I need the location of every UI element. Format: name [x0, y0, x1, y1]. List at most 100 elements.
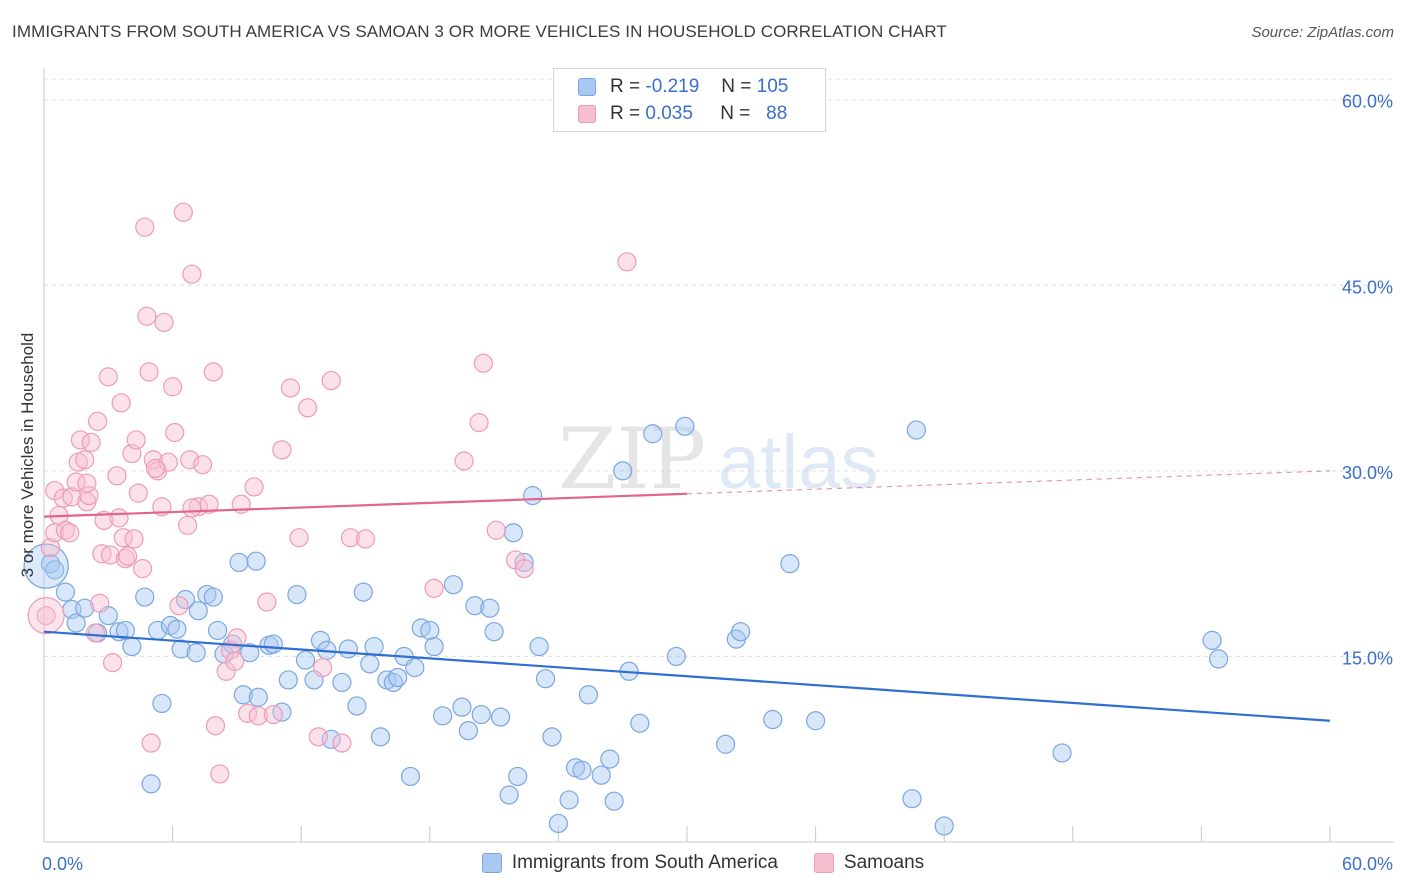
data-point-samoans: [87, 411, 108, 431]
data-point-south-america: [906, 420, 926, 440]
data-point-south-america: [559, 790, 579, 810]
r-value-pink: 0.035: [645, 103, 693, 124]
watermark-atlas: atlas: [718, 420, 879, 505]
data-point-south-america: [458, 721, 478, 741]
r-value-blue: -0.219: [645, 76, 700, 97]
data-point-samoans: [139, 362, 159, 382]
data-point-south-america: [934, 816, 954, 836]
data-point-south-america: [287, 584, 307, 605]
data-point-samoans: [79, 486, 99, 506]
data-point-south-america: [246, 551, 266, 571]
data-point-samoans: [94, 510, 114, 530]
data-point-south-america: [141, 774, 161, 794]
data-point-south-america: [535, 669, 556, 689]
data-point-south-america: [591, 765, 611, 785]
data-point-south-america: [66, 613, 86, 633]
data-point-samoans: [308, 727, 328, 747]
data-point-south-america: [484, 622, 504, 642]
data-point-south-america: [666, 646, 686, 667]
data-point-south-america: [715, 734, 736, 754]
data-point-samoans: [486, 520, 506, 540]
legend-row-pink: R = 0.035 N = 88: [578, 102, 787, 126]
data-point-samoans: [514, 559, 534, 579]
data-point-south-america: [578, 685, 599, 705]
data-point-south-america: [295, 650, 316, 670]
data-point-south-america: [248, 687, 268, 707]
data-point-south-america: [548, 813, 569, 834]
data-point-south-america: [780, 554, 800, 574]
data-point-samoans: [203, 362, 223, 382]
data-point-samoans: [100, 545, 121, 565]
r-label: R =: [610, 103, 641, 124]
legend-item-south-america[interactable]: Immigrants from South America: [481, 852, 778, 874]
data-point-south-america: [208, 620, 228, 641]
y-tick-label: 60.0%: [1342, 92, 1393, 112]
data-point-south-america: [400, 766, 421, 787]
series-samoans: [27, 202, 637, 784]
legend-swatch-pink: [578, 105, 596, 123]
data-point-south-america: [503, 523, 523, 543]
y-tick-label: 15.0%: [1342, 648, 1393, 668]
data-point-south-america: [45, 560, 65, 580]
data-point-south-america: [188, 601, 208, 621]
data-point-south-america: [604, 791, 624, 811]
data-point-samoans: [137, 306, 157, 326]
legend-row-blue: R = -0.219 N = 105: [578, 75, 788, 99]
data-point-samoans: [145, 458, 166, 478]
watermark: ZIP atlas: [558, 410, 879, 508]
data-point-samoans: [289, 528, 309, 548]
data-point-south-america: [805, 711, 826, 731]
data-point-south-america: [233, 685, 253, 705]
data-point-samoans: [182, 264, 202, 284]
data-point-south-america: [630, 713, 650, 733]
data-point-south-america: [388, 667, 408, 688]
data-point-samoans: [135, 217, 155, 237]
data-point-samoans: [227, 628, 247, 648]
data-point-south-america: [152, 693, 172, 714]
data-point-samoans: [173, 202, 193, 222]
legend-label-south-america: Immigrants from South America: [511, 852, 778, 873]
data-point-samoans: [617, 252, 637, 272]
data-point-south-america: [310, 630, 331, 650]
data-point-south-america: [203, 587, 223, 607]
data-point-south-america: [1208, 649, 1229, 669]
data-point-south-america: [278, 670, 298, 690]
data-point-south-america: [332, 672, 352, 693]
data-point-samoans: [169, 596, 189, 616]
data-point-samoans: [85, 623, 106, 643]
data-point-south-america: [364, 636, 384, 657]
data-point-samoans: [40, 537, 61, 558]
n-label: N =: [720, 103, 751, 124]
data-point-samoans: [244, 477, 264, 497]
data-point-south-america: [135, 587, 155, 607]
data-point-samoans: [321, 370, 341, 391]
data-point-samoans: [124, 529, 144, 549]
data-point-south-america: [730, 622, 751, 642]
data-point-south-america: [523, 486, 543, 506]
data-point-south-america: [508, 766, 528, 787]
data-point-south-america: [338, 639, 358, 659]
correlation-legend: R = -0.219 N = 105 R = 0.035 N = 88: [553, 68, 826, 132]
data-point-samoans: [62, 487, 82, 507]
legend-swatch-pink: [813, 853, 834, 873]
data-point-south-america: [763, 709, 783, 730]
legend-label-samoans: Samoans: [843, 852, 925, 873]
data-point-south-america: [613, 461, 633, 481]
data-point-south-america: [122, 636, 142, 657]
n-value-pink: 88: [766, 103, 788, 124]
data-point-samoans: [36, 606, 56, 626]
data-point-south-america: [499, 785, 519, 805]
data-point-samoans: [272, 440, 292, 460]
data-point-samoans: [141, 733, 161, 753]
data-point-samoans: [154, 312, 174, 333]
legend-item-samoans[interactable]: Samoans: [813, 852, 925, 874]
trend-line-samoans: [43, 492, 688, 518]
data-point-samoans: [424, 578, 444, 598]
legend-swatch-blue: [481, 853, 502, 873]
data-point-south-america: [480, 598, 500, 618]
data-point-south-america: [600, 749, 620, 769]
data-point-samoans: [313, 657, 333, 678]
trend-line-samoans-extension: [686, 470, 1331, 495]
x-tick-label-min: 0.0%: [42, 854, 83, 874]
data-point-south-america: [529, 636, 549, 657]
